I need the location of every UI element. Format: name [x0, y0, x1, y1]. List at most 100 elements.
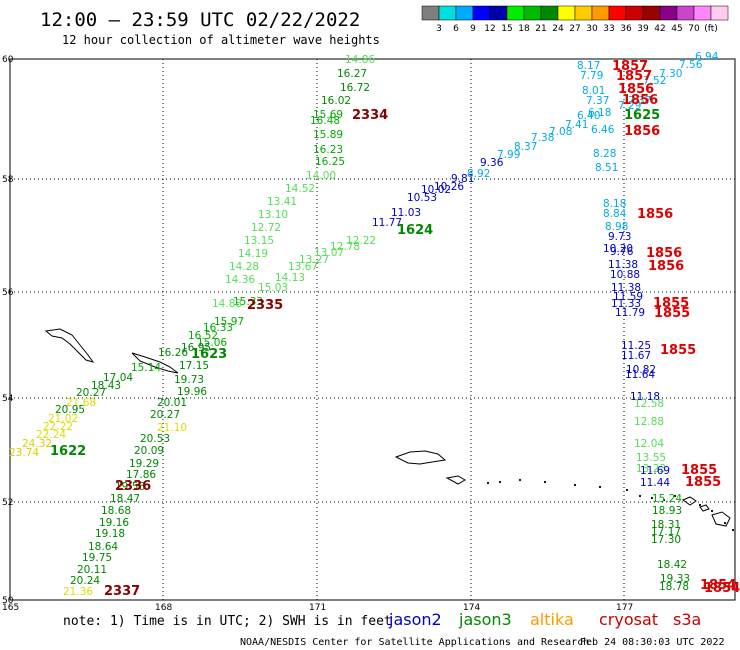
pass-time-label: 1856 — [618, 82, 654, 97]
colorbar-swatch — [710, 5, 729, 21]
swh-label-left-track: 16.33 — [203, 322, 233, 334]
swh-label-right-track: 13.55 — [636, 452, 666, 464]
swh-label-right-track: 11.44 — [640, 477, 670, 489]
swh-label-right-track: 7.79 — [580, 70, 603, 82]
swh-label-left-track: 17.15 — [179, 360, 209, 372]
colorbar-tick-label: 45 — [671, 24, 682, 34]
legend-cryosat: cryosat — [599, 610, 658, 629]
small-island-dot — [673, 494, 677, 498]
swh-label-right-track: 11.25 — [621, 340, 651, 352]
colorbar-tick-label: 6 — [453, 24, 459, 34]
swh-label-right-track: 12.88 — [634, 416, 664, 428]
colorbar-tick-label: 21 — [535, 24, 546, 34]
small-island-dot — [498, 480, 502, 484]
island-center — [394, 450, 447, 465]
footer-credit: NOAA/NESDIS Center for Satellite Applica… — [240, 637, 589, 648]
swh-label-left-track: 15.97 — [214, 316, 244, 328]
swh-label-left-track: 15.06 — [197, 337, 227, 349]
colorbar-swatch — [574, 5, 593, 21]
colorbar-tick-label: 33 — [603, 24, 614, 34]
swh-label-left-track: 20.09 — [134, 445, 164, 457]
pass-time-label: 2335 — [247, 298, 283, 313]
swh-label-left-track: 16.95 — [181, 342, 211, 354]
page-title: 12:00 – 23:59 UTC 02/22/2022 — [40, 9, 360, 31]
colorbar-swatch — [676, 5, 695, 21]
pass-time-label: 1856 — [648, 259, 684, 274]
swh-label-left-track: 19.75 — [82, 552, 112, 564]
pass-time-label: 1854 — [700, 578, 736, 593]
swh-label-right-track: 8.84 — [603, 208, 627, 220]
lon-tick-label: 165 — [2, 603, 19, 613]
swh-label-left-track: 16.48 — [310, 115, 340, 127]
swh-label-left-track: 16.72 — [340, 82, 370, 94]
swh-label-diagonal-track: 11.03 — [391, 207, 421, 219]
swh-label-diagonal-track: 7.99 — [497, 149, 520, 161]
colorbar-tick-label: 36 — [620, 24, 632, 34]
swh-label-right-track: 10.88 — [610, 269, 640, 281]
colorbar-swatch — [489, 5, 508, 21]
swh-label-left-track: 13.10 — [258, 209, 288, 221]
swh-label-left-track: 20.24 — [70, 575, 100, 587]
swh-label-right-track: 8.17 — [577, 60, 600, 72]
swh-label-diagonal-track: 11.77 — [372, 217, 402, 229]
swh-label-right-track: 11.18 — [630, 391, 660, 403]
swh-label-right-track: 8.98 — [605, 221, 628, 233]
colorbar-swatch — [659, 5, 678, 21]
colorbar-swatch — [557, 5, 576, 21]
lat-tick-label: 54 — [2, 394, 14, 404]
island-right-b — [681, 496, 697, 506]
swh-label-right-track: 18.31 — [651, 519, 681, 531]
swh-label-diagonal-track: 13.67 — [288, 261, 318, 273]
swh-label-right-track: 8.01 — [582, 85, 605, 97]
pass-time-label: 1856 — [646, 246, 682, 261]
swh-label-right-track: 11.67 — [621, 350, 651, 362]
swh-label-diagonal-track: 8.37 — [514, 141, 537, 153]
swh-label-right-track: 11.69 — [640, 465, 670, 477]
swh-label-left-track: 19.96 — [177, 386, 207, 398]
swh-label-right-track: 9.76 — [610, 246, 634, 258]
lat-tick-label: 56 — [2, 288, 14, 298]
colorbar-tick-label: 70 — [688, 24, 700, 34]
small-island-dot — [598, 485, 602, 489]
colorbar-tick-label: 15 — [501, 24, 512, 34]
swh-label-right-track: 10.82 — [626, 364, 656, 376]
pass-time-label: 2336 — [115, 479, 151, 494]
swh-label-diagonal-track: 14.13 — [275, 272, 305, 284]
colorbar-tick-label: 27 — [569, 24, 580, 34]
swh-label-diagonal-track: 6.94 — [695, 51, 719, 63]
small-island-dot — [543, 480, 547, 484]
colorbar-tick-label: 3 — [436, 24, 442, 34]
swh-label-lower-left-track: 20.27 — [76, 387, 106, 399]
swh-label-right-track: 10.20 — [603, 243, 633, 255]
swh-label-left-track: 16.02 — [321, 95, 351, 107]
swh-label-right-track: 11.38 — [608, 259, 638, 271]
colorbar-swatch — [438, 5, 457, 21]
pass-time-label: 1856 — [624, 124, 660, 139]
map-frame — [9, 58, 736, 601]
swh-label-diagonal-track: 10.53 — [407, 192, 437, 204]
colorbar-tick-label: (ft) — [704, 24, 718, 34]
swh-label-left-track: 16.27 — [337, 68, 367, 80]
colorbar-tick-label: 42 — [654, 24, 665, 34]
colorbar-swatch — [693, 5, 712, 21]
lat-tick-label: 60 — [2, 55, 14, 65]
swh-label-left-track: 21.36 — [63, 586, 93, 598]
small-islands — [486, 478, 735, 532]
lon-tick-label: 174 — [463, 603, 480, 613]
swh-label-right-track: 18.78 — [659, 581, 689, 593]
swh-label-left-track: 14.36 — [225, 274, 255, 286]
legend-s3a: s3a — [673, 610, 701, 629]
swh-label-left-track: 18.64 — [88, 541, 118, 553]
pass-time-label: 1855 — [685, 475, 721, 490]
swh-label-diagonal-track: 7.56 — [679, 59, 703, 71]
swh-label-left-track: 16.25 — [315, 156, 345, 168]
swh-label-right-track: 7.37 — [586, 95, 609, 107]
footer-note: note: 1) Time is in UTC; 2) SWH is in fe… — [63, 614, 392, 629]
swh-label-diagonal-track: 9.36 — [480, 157, 504, 169]
swh-label-right-track: 11.59 — [613, 291, 643, 303]
pass-time-label: 2334 — [352, 108, 388, 123]
swh-label-lower-left-track: 22.22 — [43, 421, 73, 433]
swh-label-left-track: 19.16 — [99, 517, 129, 529]
swh-label-left-track: 15.89 — [313, 129, 343, 141]
